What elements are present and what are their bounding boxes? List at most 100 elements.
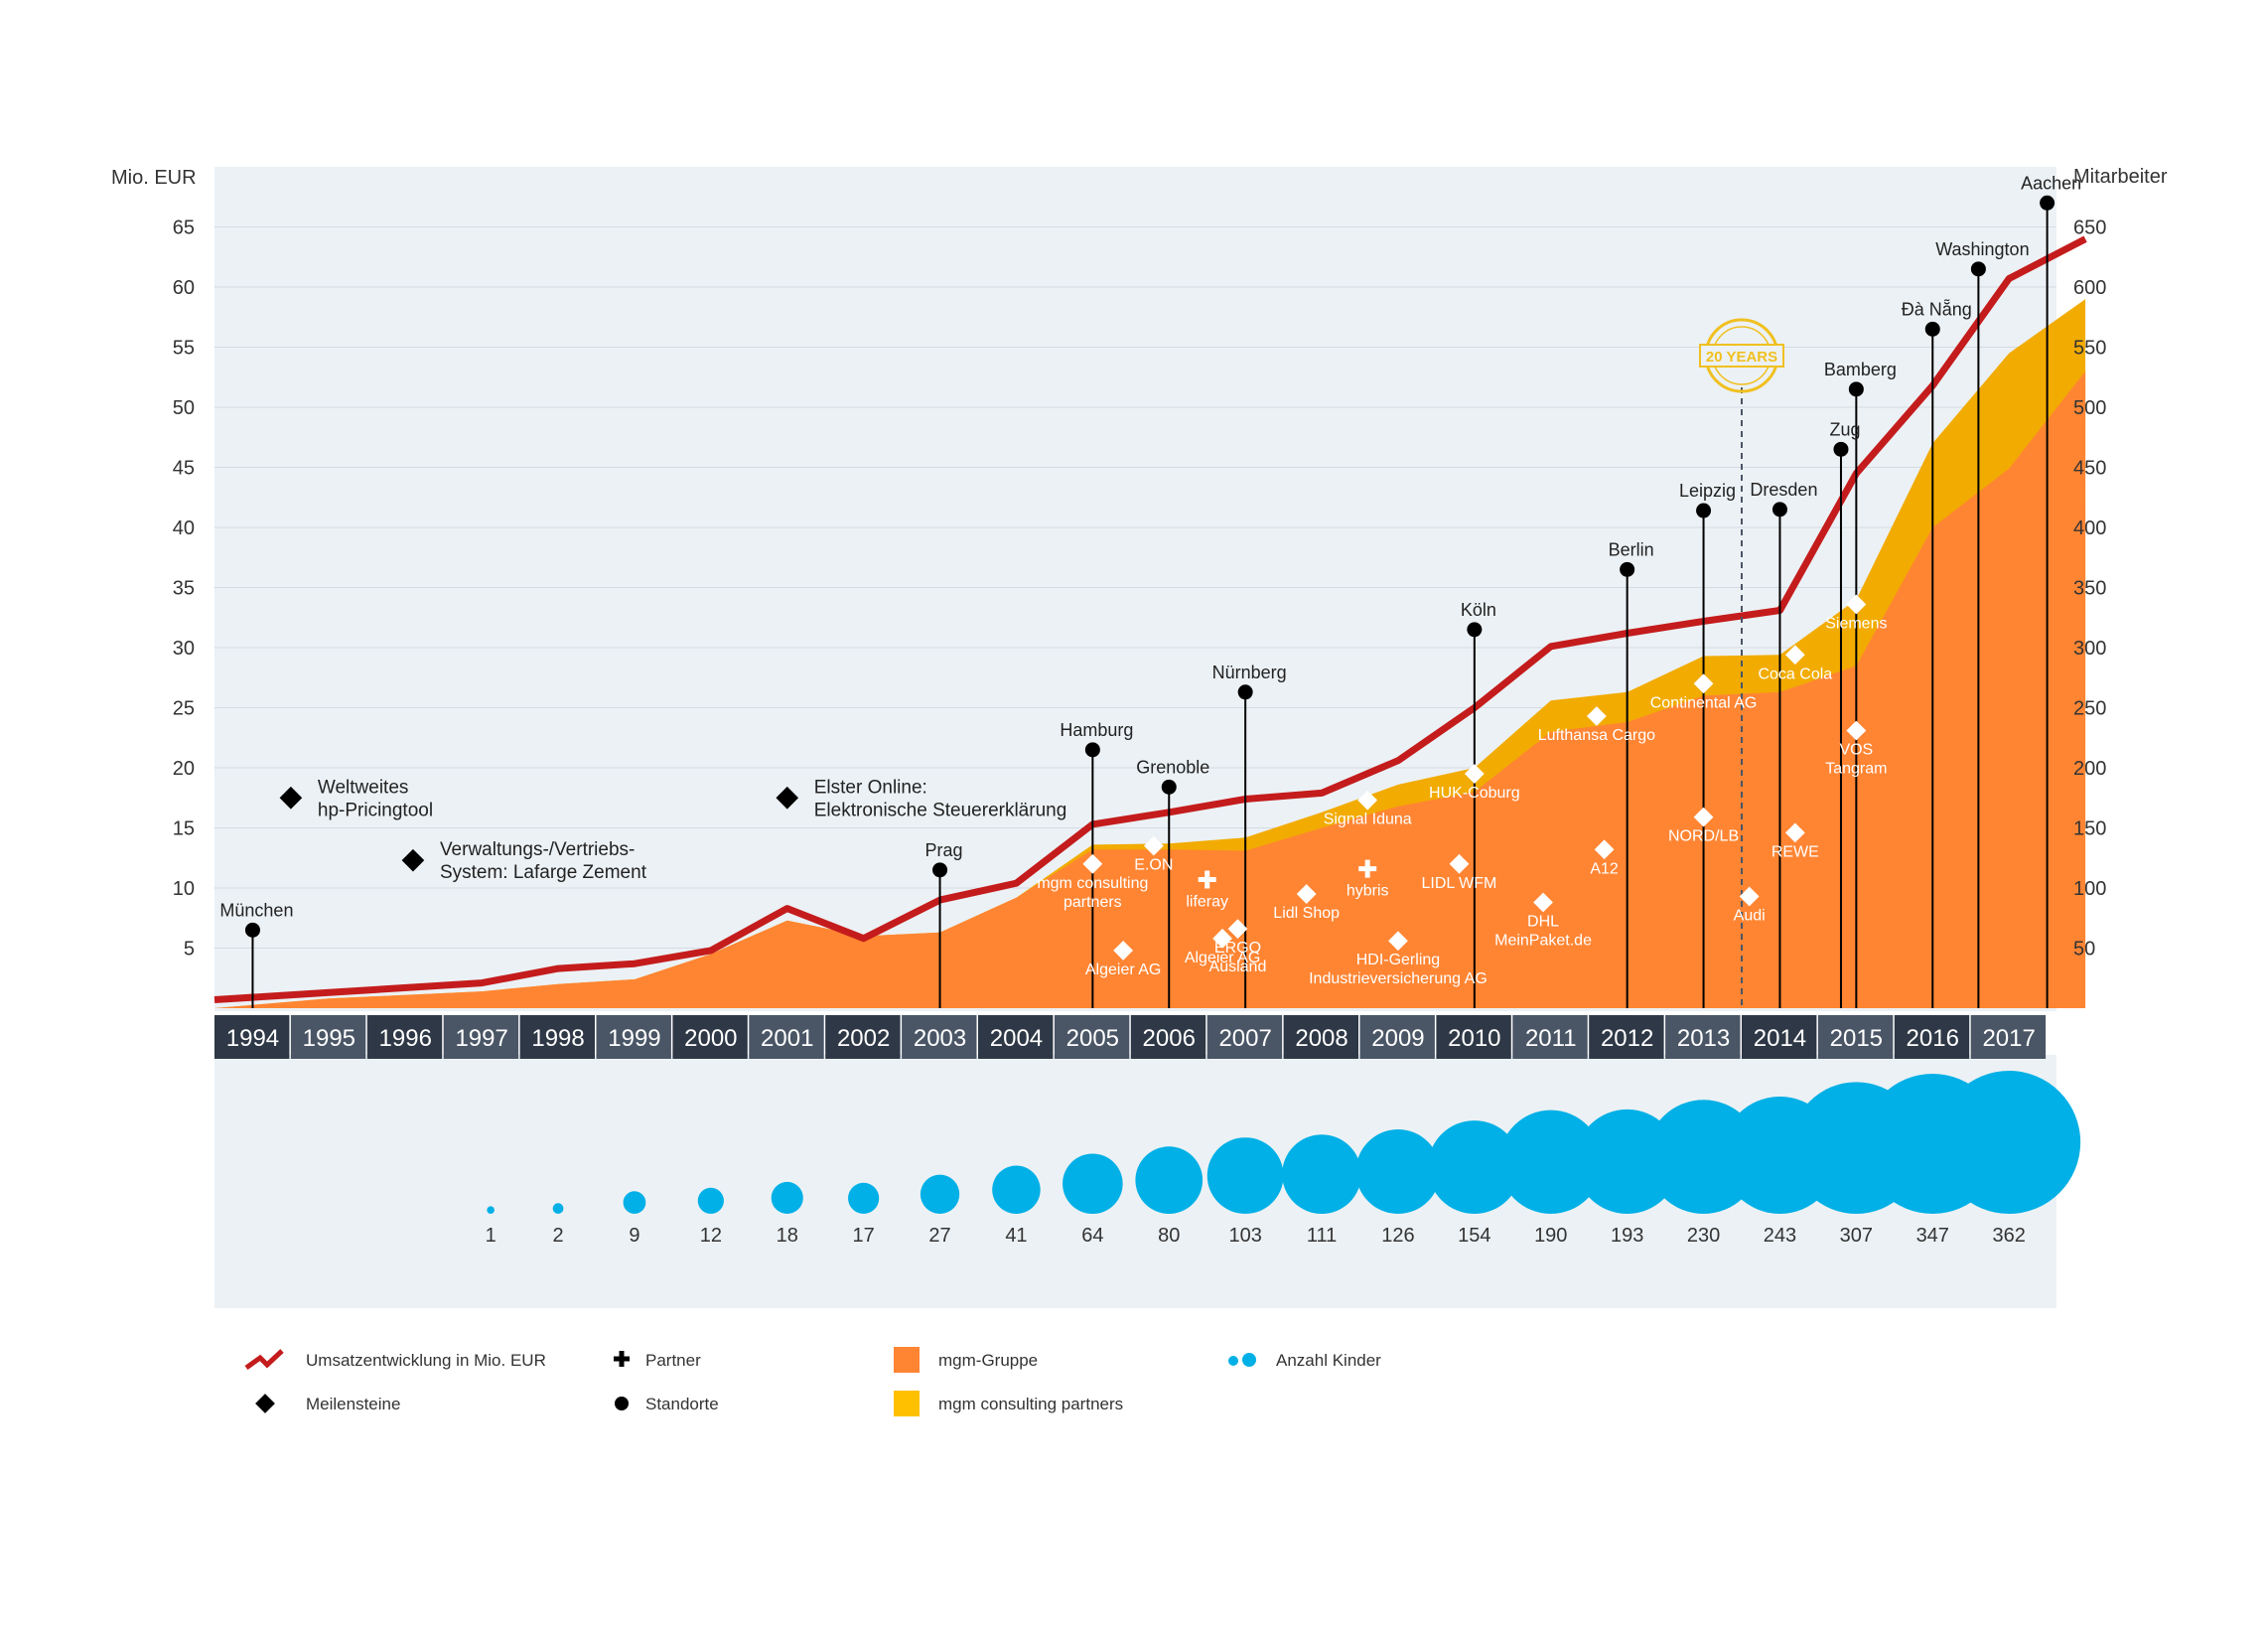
legend-mgm-gruppe: mgm-Gruppe <box>894 1347 1038 1373</box>
y-left-tick-label: 55 <box>173 338 195 360</box>
client-label: Algeier AG <box>1185 950 1260 966</box>
client-label: MeinPaket.de <box>1494 933 1592 950</box>
year-cell <box>1970 1015 2047 1059</box>
legend: Umsatzentwicklung in Mio. EUR Meilenstei… <box>244 1347 1381 1416</box>
kids-bubble <box>552 1203 564 1215</box>
year-cell <box>749 1015 824 1059</box>
kids-label: 2 <box>552 1225 563 1247</box>
client-label: Lidl Shop <box>1273 905 1340 922</box>
client-diamond <box>1784 645 1805 666</box>
year-cell <box>1130 1015 1206 1059</box>
mgm-gruppe-area <box>214 370 2086 1008</box>
y-right-tick-label: 550 <box>2073 338 2106 360</box>
kids-bubble <box>771 1181 803 1214</box>
year-cell <box>902 1015 977 1059</box>
location-dot <box>1467 622 1483 638</box>
legend-revenue: Umsatzentwicklung in Mio. EUR <box>244 1349 546 1371</box>
year-label: 2015 <box>1830 1025 1883 1052</box>
location-label: Berlin <box>1609 539 1654 559</box>
year-label: 2007 <box>1218 1025 1271 1052</box>
year-label: 2012 <box>1601 1025 1653 1052</box>
year-cell <box>672 1015 748 1059</box>
client-label: ERGO <box>1214 940 1261 957</box>
client-diamond <box>1693 807 1714 827</box>
y-right-tick-label: 600 <box>2073 277 2106 299</box>
kids-label: 103 <box>1228 1225 1261 1247</box>
client-diamond <box>1693 673 1714 694</box>
year-label: 2001 <box>761 1025 813 1052</box>
year-label: 2000 <box>684 1025 737 1052</box>
client-label: LIDL WFM <box>1422 875 1497 892</box>
client-label: Audi <box>1734 907 1766 924</box>
kids-bubble <box>697 1187 724 1214</box>
year-cell <box>825 1015 901 1059</box>
year-cell <box>978 1015 1054 1059</box>
kids-label: 80 <box>1158 1225 1180 1247</box>
y-left-tick-label: 25 <box>173 698 195 720</box>
y-right-tick-label: 250 <box>2073 698 2106 720</box>
partner-cross <box>1358 859 1377 878</box>
y-left-tick-label: 40 <box>173 518 195 539</box>
location-label: München <box>219 900 293 920</box>
location-dot <box>2040 195 2055 211</box>
milestone-label: hp-Pricingtool <box>318 800 433 820</box>
y-left-tick-label: 35 <box>173 578 195 600</box>
location-lines <box>251 203 2049 1008</box>
client-label: Algeier AG <box>1085 961 1161 978</box>
year-label: 1999 <box>608 1025 660 1052</box>
y-left-tick-label: 5 <box>184 939 195 961</box>
legend-milestones-label: Meilensteine <box>306 1395 400 1413</box>
client-label: VOS <box>1839 741 1873 758</box>
client-diamond <box>1082 853 1103 874</box>
location-label: Washington <box>1935 239 2029 259</box>
client-diamond <box>1594 839 1615 860</box>
client-diamond <box>1784 822 1805 843</box>
revenue-line <box>213 235 2087 1003</box>
milestone-label: System: Lafarge Zement <box>440 862 647 883</box>
location-label: Bamberg <box>1824 360 1897 379</box>
year-cell <box>1817 1015 1894 1059</box>
year-bar: 1994 1995 1996 1997 1998 1999 2000 2001 2002 2003… <box>214 1015 2047 1059</box>
y-left-tick-label: 60 <box>173 277 195 299</box>
year-label: 2010 <box>1448 1025 1500 1052</box>
client-label: Siemens <box>1825 615 1887 632</box>
client-label: REWE <box>1772 843 1819 860</box>
milestone-diamond <box>401 848 425 872</box>
year-cell <box>1742 1015 1817 1059</box>
location-dot <box>1620 561 1635 577</box>
kids-label: 243 <box>1764 1225 1796 1247</box>
legend-mgm-cp-label: mgm consulting partners <box>938 1395 1123 1413</box>
kids-label: 126 <box>1381 1225 1414 1247</box>
year-label: 2002 <box>837 1025 890 1052</box>
location-label: Köln <box>1461 600 1496 620</box>
y-left-tick-label: 20 <box>173 758 195 780</box>
kids-bubble <box>487 1206 495 1215</box>
year-label: 2014 <box>1754 1025 1806 1052</box>
client-label: Lufthansa Cargo <box>1538 727 1655 744</box>
location-dot <box>1924 321 1940 337</box>
client-diamond <box>1449 853 1470 874</box>
kids-label: 230 <box>1687 1225 1720 1247</box>
y-right-tick-label: 50 <box>2073 939 2095 961</box>
location-dot <box>244 922 260 938</box>
client-diamond <box>1586 706 1607 726</box>
y-right-tick-label: 450 <box>2073 458 2106 480</box>
anniversary-banner <box>1699 344 1784 368</box>
client-label: Continental AG <box>1650 694 1758 711</box>
kids-bubble <box>1498 1109 1603 1214</box>
location-label: Dresden <box>1750 480 1817 500</box>
anniversary-text: 20 YEARS <box>1706 349 1777 366</box>
revenue-legend-icon <box>244 1349 284 1371</box>
milestone-diamond <box>776 786 799 810</box>
legend-partner-label: Partner <box>645 1351 701 1370</box>
location-label: Đà Nẵng <box>1902 299 1972 319</box>
client-diamond <box>1846 720 1867 741</box>
y-right-tick-label: 300 <box>2073 638 2106 660</box>
legend-kids-label: Anzahl Kinder <box>1276 1351 1381 1370</box>
kids-label: 1 <box>486 1225 496 1247</box>
bubble-icon <box>1242 1353 1256 1367</box>
location-label: Prag <box>925 840 963 860</box>
y-right-title: Mitarbeiter <box>2073 166 2168 188</box>
kids-label: 111 <box>1307 1225 1337 1247</box>
kids-label: 27 <box>928 1225 950 1247</box>
